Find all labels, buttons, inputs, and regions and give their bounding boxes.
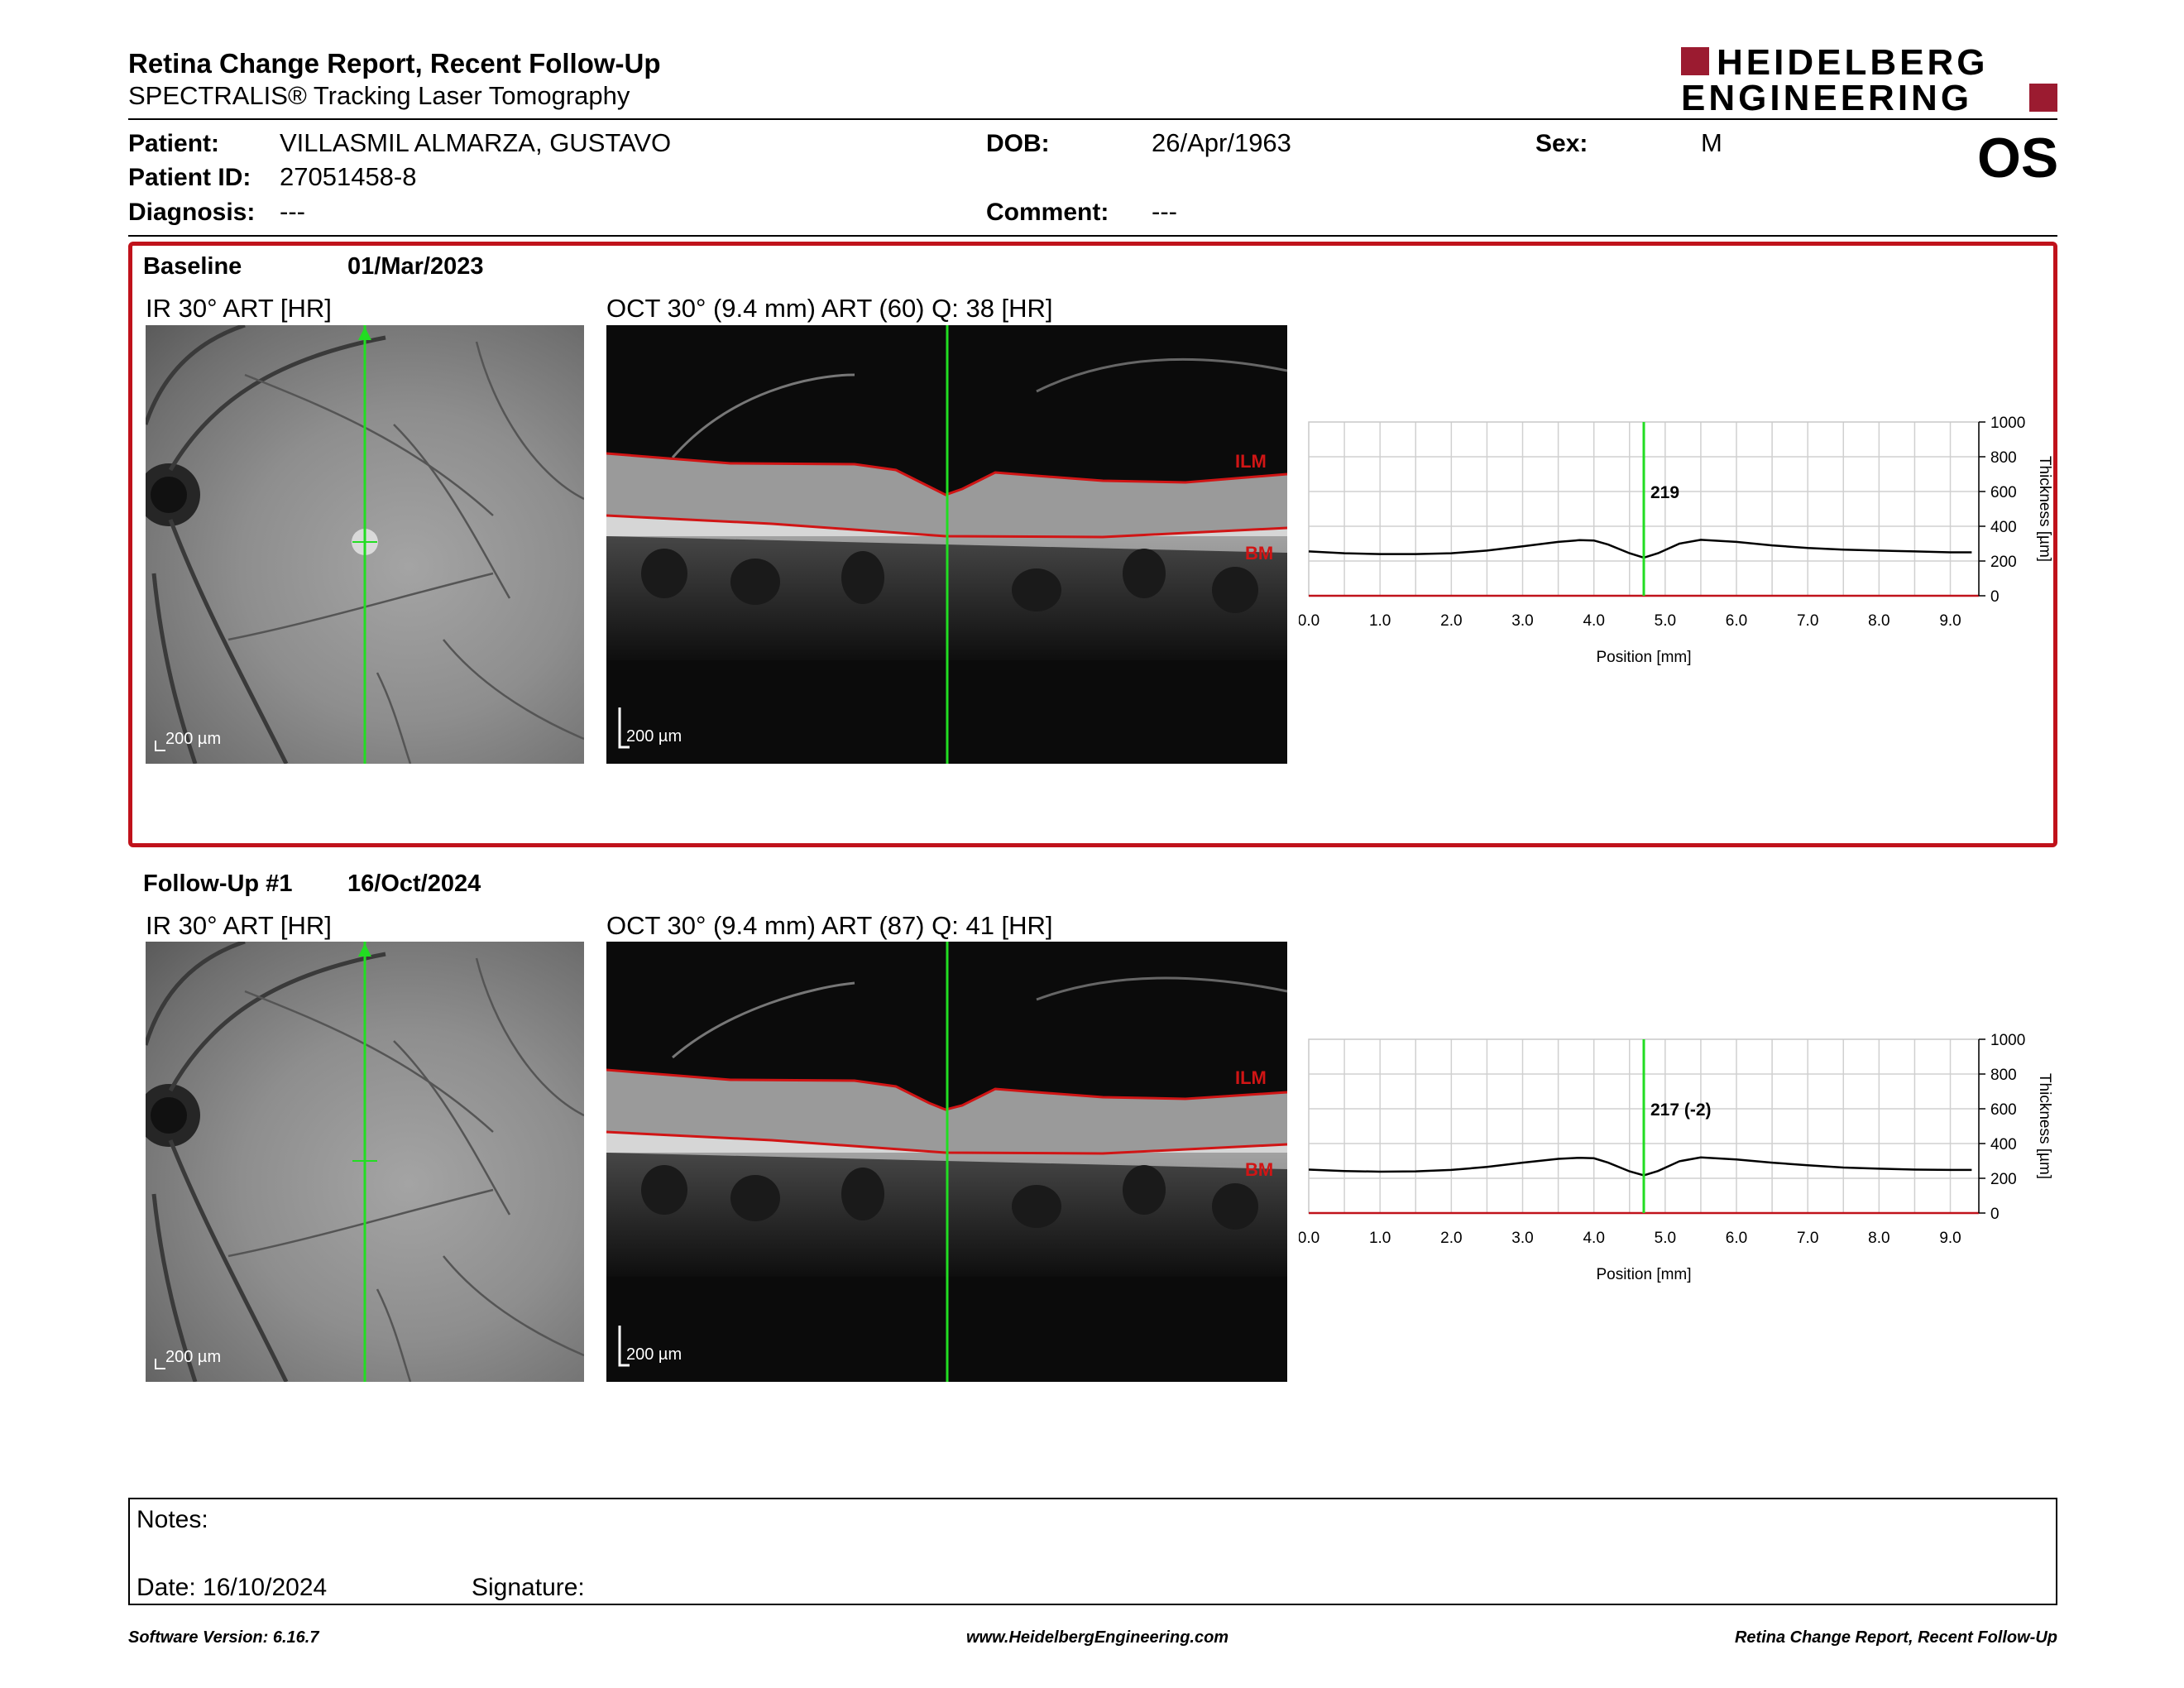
x-tick-label: 3.0 xyxy=(1511,1230,1533,1247)
y-tick-label: 0 xyxy=(1990,1206,2000,1223)
svg-text:ILM: ILM xyxy=(1235,451,1267,472)
svg-text:BM: BM xyxy=(1245,543,1273,563)
x-axis-label: Position [mm] xyxy=(1596,1266,1691,1283)
y-axis-label: Thickness [µm] xyxy=(2036,1073,2053,1179)
x-tick-label: 5.0 xyxy=(1655,1230,1676,1247)
baseline-thickness-chart: 0 200 400 600 800 1000 0.0 1.0 2.0 3.0 4.0 5.0 6.0 7.… xyxy=(1299,415,2053,666)
followup-ir-caption: IR 30° ART [HR] xyxy=(146,911,332,940)
patient-name: VILLASMIL ALMARZA, GUSTAVO xyxy=(280,128,672,157)
patient-label: Patient: xyxy=(128,130,220,157)
x-axis-label: Position [mm] xyxy=(1596,649,1691,666)
followup-date: 16/Oct/2024 xyxy=(347,870,481,897)
y-tick-label: 400 xyxy=(1990,519,2017,536)
patient-id: 27051458-8 xyxy=(280,162,417,191)
footer-software-version: Software Version: 6.16.7 xyxy=(128,1628,319,1647)
footer-website: www.HeidelbergEngineering.com xyxy=(966,1628,1229,1647)
eye-indicator: OS xyxy=(1977,127,2059,189)
svg-text:200 µm: 200 µm xyxy=(626,1345,682,1364)
y-tick-label: 800 xyxy=(1990,1067,2017,1084)
y-tick-label: 800 xyxy=(1990,449,2017,467)
marker-value-label: 217 (-2) xyxy=(1650,1101,1712,1120)
y-tick-label: 600 xyxy=(1990,1101,2017,1119)
svg-text:200 µm: 200 µm xyxy=(165,1348,221,1366)
x-tick-label: 4.0 xyxy=(1583,1230,1604,1247)
x-tick-label: 7.0 xyxy=(1797,612,1818,630)
y-tick-label: 400 xyxy=(1990,1136,2017,1153)
y-tick-label: 200 xyxy=(1990,1171,2017,1188)
baseline-section xyxy=(128,242,2057,847)
footer-report-name: Retina Change Report, Recent Follow-Up xyxy=(1734,1628,2057,1647)
x-tick-label: 4.0 xyxy=(1583,612,1604,630)
baseline-ir-caption: IR 30° ART [HR] xyxy=(146,294,332,323)
y-tick-label: 0 xyxy=(1990,588,2000,606)
x-tick-label: 9.0 xyxy=(1939,1230,1961,1247)
thickness-profile-line xyxy=(1308,539,1972,559)
followup-label: Follow-Up #1 xyxy=(143,870,293,897)
diagnosis-value: --- xyxy=(280,197,305,226)
y-tick-label: 200 xyxy=(1990,554,2017,571)
x-tick-label: 1.0 xyxy=(1369,1230,1391,1247)
x-tick-label: 1.0 xyxy=(1369,612,1391,630)
x-tick-label: 8.0 xyxy=(1868,1230,1889,1247)
dob-label: DOB: xyxy=(986,130,1050,157)
x-tick-label: 0.0 xyxy=(1299,612,1320,630)
report-subtitle: SPECTRALIS® Tracking Laser Tomography xyxy=(128,81,630,110)
baseline-label: Baseline xyxy=(143,253,242,280)
x-tick-label: 8.0 xyxy=(1868,612,1889,630)
comment-label: Comment: xyxy=(986,199,1109,226)
x-tick-label: 6.0 xyxy=(1726,1230,1747,1247)
baseline-oct-image: ILM BM 200 µm xyxy=(606,325,1287,764)
followup-oct-image: ILM BM 200 µm xyxy=(606,942,1287,1382)
followup-ir-image: 200 µm xyxy=(146,942,584,1382)
y-axis-label: Thickness [µm] xyxy=(2036,456,2053,562)
x-tick-label: 2.0 xyxy=(1440,612,1462,630)
notes-date: Date: 16/10/2024 xyxy=(136,1574,328,1601)
svg-text:200 µm: 200 µm xyxy=(165,730,221,748)
followup-oct-caption: OCT 30° (9.4 mm) ART (87) Q: 41 [HR] xyxy=(606,911,1053,940)
comment-value: --- xyxy=(1152,197,1177,226)
notes-box[interactable]: Notes: Date: 16/10/2024 Signature: xyxy=(128,1498,2057,1605)
thickness-profile-line xyxy=(1308,1156,1972,1177)
x-tick-label: 6.0 xyxy=(1726,612,1747,630)
x-tick-label: 3.0 xyxy=(1511,612,1533,630)
sex-value: M xyxy=(1701,128,1722,157)
svg-text:HEIDELBERG: HEIDELBERG xyxy=(1717,46,1988,83)
x-tick-label: 7.0 xyxy=(1797,1230,1818,1247)
header-rule xyxy=(128,118,2057,120)
sex-label: Sex: xyxy=(1535,130,1588,157)
dob-value: 26/Apr/1963 xyxy=(1152,128,1291,157)
svg-text:ENGINEERING: ENGINEERING xyxy=(1681,78,1972,116)
marker-value-label: 219 xyxy=(1650,483,1679,502)
x-tick-label: 5.0 xyxy=(1655,612,1676,630)
svg-text:BM: BM xyxy=(1245,1159,1273,1180)
y-tick-label: 1000 xyxy=(1990,415,2025,432)
x-tick-label: 2.0 xyxy=(1440,1230,1462,1247)
x-tick-label: 9.0 xyxy=(1939,612,1961,630)
baseline-oct-caption: OCT 30° (9.4 mm) ART (60) Q: 38 [HR] xyxy=(606,294,1053,323)
report-title: Retina Change Report, Recent Follow-Up xyxy=(128,48,661,79)
patient-rule xyxy=(128,235,2057,237)
patient-id-label: Patient ID: xyxy=(128,164,251,191)
heidelberg-logo: HEIDELBERG ENGINEERING xyxy=(1679,42,2060,118)
signature-label: Signature: xyxy=(472,1574,585,1601)
notes-label: Notes: xyxy=(136,1506,208,1533)
followup-thickness-chart: 0 200 400 600 800 1000 0.0 1.0 2.0 3.0 4.0 5.0 6.0 7.… xyxy=(1299,1032,2053,1283)
y-tick-label: 600 xyxy=(1990,484,2017,501)
diagnosis-label: Diagnosis: xyxy=(128,199,256,226)
svg-text:ILM: ILM xyxy=(1235,1067,1267,1088)
x-tick-label: 0.0 xyxy=(1299,1230,1320,1247)
y-tick-label: 1000 xyxy=(1990,1032,2025,1049)
svg-text:200 µm: 200 µm xyxy=(626,727,682,746)
baseline-ir-image: 200 µm xyxy=(146,325,584,764)
baseline-date: 01/Mar/2023 xyxy=(347,253,484,280)
